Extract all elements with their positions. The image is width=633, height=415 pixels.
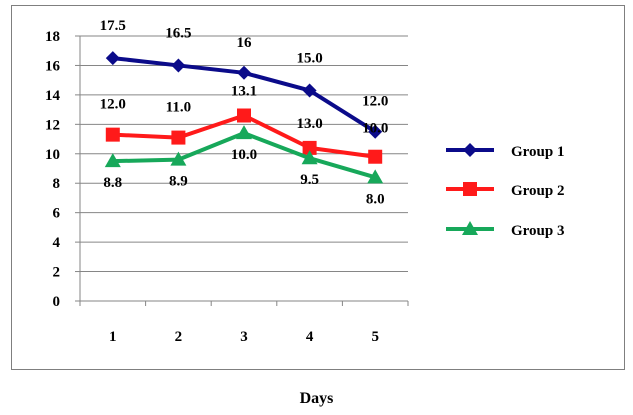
data-point	[170, 151, 187, 166]
data-label: 10.0	[231, 147, 257, 163]
data-label: 9.5	[300, 172, 319, 188]
y-tick-label: 12	[45, 117, 60, 133]
data-label: 13.0	[296, 116, 322, 132]
data-point	[302, 140, 317, 155]
y-tick-label: 18	[45, 29, 60, 45]
x-tick-label: 2	[175, 329, 183, 345]
data-point	[301, 150, 318, 165]
series-layer	[104, 51, 384, 184]
x-tick-label: 3	[240, 329, 248, 345]
y-tick-label: 14	[45, 88, 61, 104]
series-1	[105, 51, 383, 139]
data-label: 12.0	[100, 97, 126, 113]
data-point	[237, 108, 251, 123]
legend-marker	[462, 221, 478, 235]
data-label: 16.5	[165, 25, 191, 41]
data-point	[104, 153, 121, 168]
legend-marker	[463, 182, 477, 196]
data-point	[171, 58, 186, 73]
data-label: 8.0	[366, 191, 385, 207]
data-point	[171, 130, 186, 145]
data-label: 16	[237, 35, 253, 51]
legend-label: Group 1	[511, 144, 565, 160]
series-3	[104, 125, 384, 184]
data-label: 8.9	[169, 174, 188, 190]
data-point	[236, 125, 252, 140]
data-label: 10.0	[362, 121, 388, 137]
y-tick-label: 0	[53, 294, 61, 310]
y-tick-label: 4	[53, 235, 61, 251]
y-tick-label: 16	[45, 58, 61, 74]
legend-marker	[463, 143, 477, 157]
x-tick-label: 4	[306, 329, 314, 345]
grid-lines	[80, 35, 408, 273]
data-label: 12.0	[362, 94, 388, 110]
data-point	[368, 149, 383, 164]
legend-label: Group 2	[511, 183, 565, 199]
data-point	[105, 127, 120, 142]
y-tick-label: 8	[53, 176, 61, 192]
data-point	[368, 124, 383, 139]
data-label: 11.0	[166, 100, 191, 116]
legend: Group 1 Group 2 Group 3	[446, 143, 565, 239]
data-label: 17.5	[100, 18, 126, 34]
y-tick-label: 2	[53, 265, 61, 281]
legend-label: Group 3	[511, 223, 565, 239]
y-tick-label: 6	[53, 206, 61, 222]
data-point	[237, 65, 251, 80]
data-point	[302, 83, 317, 98]
data-point	[367, 169, 384, 184]
y-tick-label: 10	[45, 147, 60, 163]
data-point	[105, 51, 120, 66]
data-label: 15.0	[296, 50, 322, 66]
data-label: 13.1	[231, 84, 257, 100]
x-tick-label: 1	[109, 329, 117, 345]
data-labels: 17.5 16.5 16 15.0 12.0 12.0 11.0 13.1 13.0 10.0 8.…	[100, 18, 389, 207]
x-tick-label: 5	[371, 329, 379, 345]
x-axis-title: Days	[299, 390, 334, 407]
series-2	[105, 108, 383, 164]
data-label: 8.8	[103, 175, 122, 191]
